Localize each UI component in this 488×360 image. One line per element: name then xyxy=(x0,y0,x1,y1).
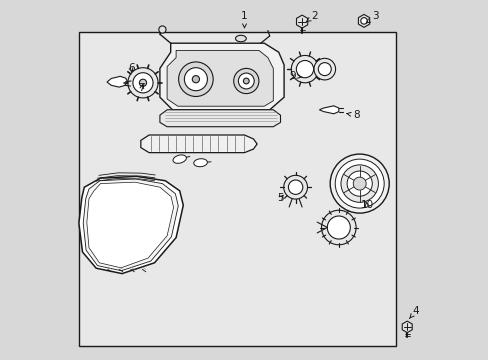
Circle shape xyxy=(318,63,330,76)
Polygon shape xyxy=(160,43,284,110)
Ellipse shape xyxy=(193,159,207,167)
Circle shape xyxy=(243,78,249,84)
Circle shape xyxy=(326,216,349,239)
Circle shape xyxy=(335,159,384,208)
Circle shape xyxy=(178,62,213,96)
Circle shape xyxy=(360,18,366,24)
Polygon shape xyxy=(402,321,411,333)
Polygon shape xyxy=(160,110,280,127)
Circle shape xyxy=(321,210,355,245)
Circle shape xyxy=(238,73,254,89)
Text: 4: 4 xyxy=(408,306,418,319)
Circle shape xyxy=(340,165,378,202)
Polygon shape xyxy=(167,50,273,106)
Polygon shape xyxy=(141,135,257,153)
Circle shape xyxy=(127,68,158,98)
Text: 2: 2 xyxy=(305,11,317,22)
Text: 9: 9 xyxy=(289,71,301,81)
Ellipse shape xyxy=(235,35,246,42)
Circle shape xyxy=(233,68,258,94)
Polygon shape xyxy=(87,182,173,268)
Circle shape xyxy=(133,73,153,93)
Text: 7: 7 xyxy=(138,83,145,93)
Circle shape xyxy=(291,55,318,83)
Circle shape xyxy=(296,60,313,78)
Circle shape xyxy=(184,68,207,91)
Polygon shape xyxy=(296,15,307,28)
Text: 5: 5 xyxy=(277,193,283,203)
Polygon shape xyxy=(83,179,178,271)
Circle shape xyxy=(159,26,166,33)
Text: 10: 10 xyxy=(360,200,373,210)
Circle shape xyxy=(288,180,302,194)
Text: 6: 6 xyxy=(127,63,134,73)
FancyBboxPatch shape xyxy=(79,32,395,346)
Text: 8: 8 xyxy=(346,110,359,120)
Circle shape xyxy=(352,177,366,190)
Polygon shape xyxy=(358,14,369,27)
Circle shape xyxy=(283,175,307,199)
Circle shape xyxy=(329,154,388,213)
Circle shape xyxy=(192,76,199,83)
Polygon shape xyxy=(79,176,183,274)
Text: 1: 1 xyxy=(241,11,247,28)
Ellipse shape xyxy=(173,155,186,163)
Polygon shape xyxy=(107,76,127,87)
Circle shape xyxy=(139,79,146,86)
Polygon shape xyxy=(319,106,338,114)
Circle shape xyxy=(313,58,335,80)
Circle shape xyxy=(346,171,371,196)
Text: 3: 3 xyxy=(366,11,378,23)
